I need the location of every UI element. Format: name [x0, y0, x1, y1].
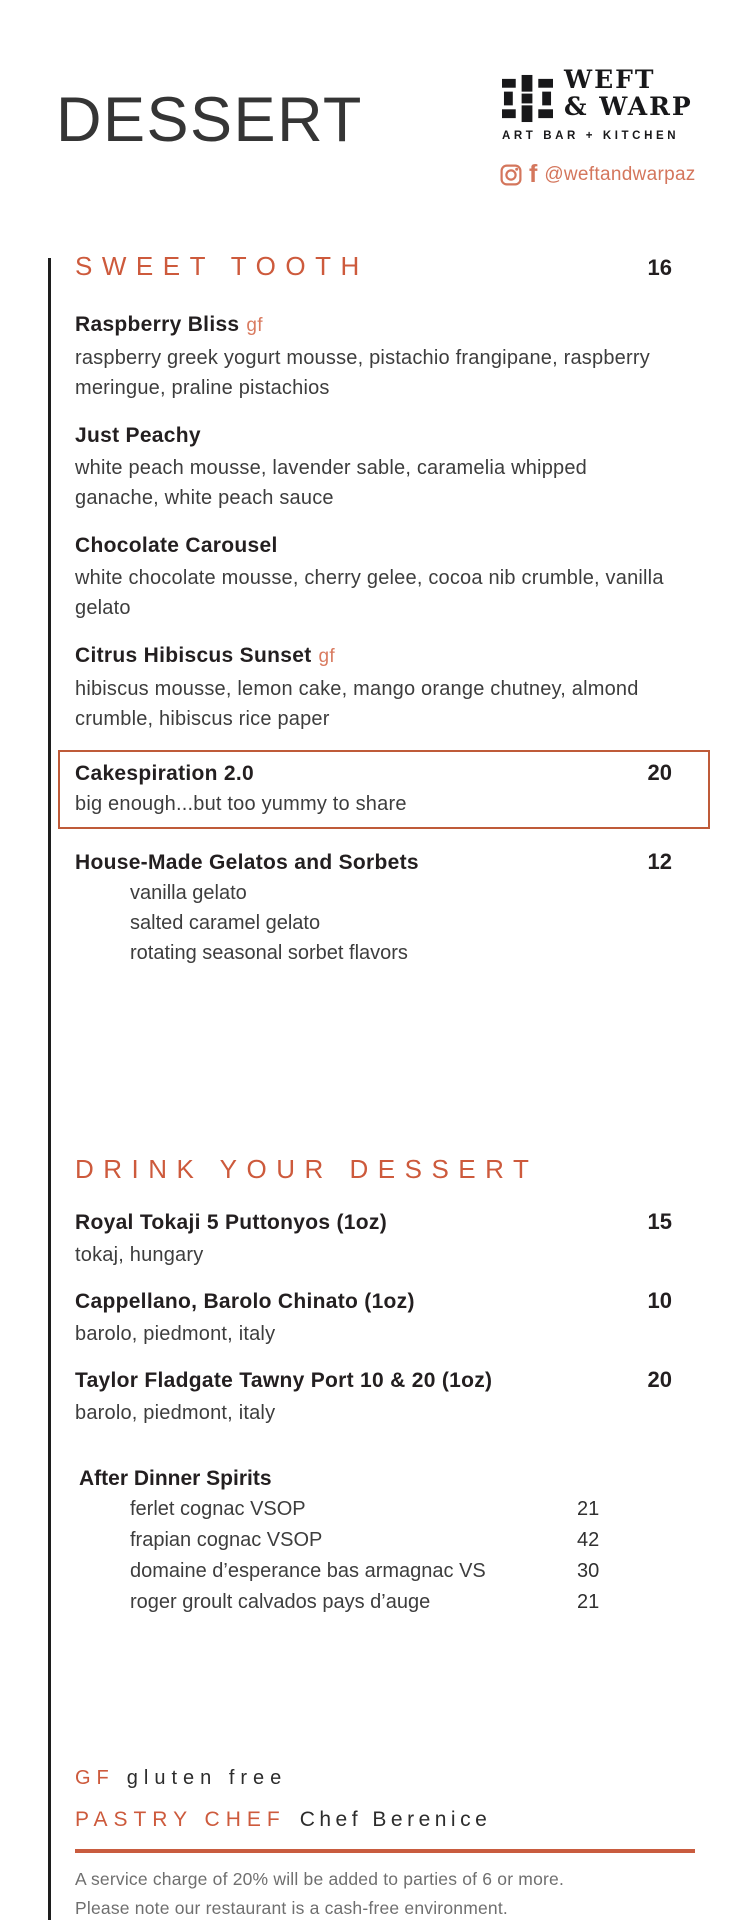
social-handle: @weftandwarpaz — [544, 164, 696, 185]
service-charge-note: A service charge of 20% will be added to… — [75, 1869, 565, 1889]
item-name: Cakespiration 2.0 — [75, 762, 255, 785]
menu-item-citrus-hibiscus-sunset: Citrus Hibiscus Sunset gf hibiscus mousse… — [75, 641, 672, 734]
weave-logo-icon — [502, 74, 553, 123]
item-name-row: House-Made Gelatos and Sorbets 12 — [75, 847, 672, 878]
table-row: domaine d’esperance bas armagnac VS 30 — [75, 1556, 672, 1587]
menu-item-cappellano-barolo: Cappellano, Barolo Chinato (1oz) 10 baro… — [75, 1286, 672, 1349]
pastry-chef-label: PASTRY CHEF — [75, 1808, 286, 1831]
section-drink-your-dessert: DRINK YOUR DESSERT Royal Tokaji 5 Putton… — [75, 1153, 672, 1618]
gluten-free-legend: GF gluten free — [75, 1763, 672, 1793]
footer-notes: A service charge of 20% will be added to… — [75, 1865, 672, 1920]
item-name: Cappellano, Barolo Chinato (1oz) — [75, 1290, 415, 1313]
item-description: hibiscus mousse, lemon cake, mango orang… — [75, 678, 639, 730]
section-sweet-tooth: SWEET TOOTH 16 Raspberry Bliss gf raspber… — [58, 250, 710, 968]
spirit-price: 30 — [577, 1560, 600, 1582]
sweet-tooth-heading-row: SWEET TOOTH 16 — [75, 250, 672, 284]
menu-content: SWEET TOOTH 16 Raspberry Bliss gf raspber… — [58, 250, 710, 1920]
gf-tag: gf — [246, 315, 263, 336]
after-dinner-spirits: After Dinner Spirits ferlet cognac VSOP … — [75, 1464, 672, 1618]
item-price: 15 — [647, 1209, 672, 1234]
table-row: frapian cognac VSOP 42 — [75, 1525, 672, 1556]
item-name: Citrus Hibiscus Sunset gf — [75, 641, 335, 672]
menu-item-taylor-fladgate-port: Taylor Fladgate Tawny Port 10 & 20 (1oz)… — [75, 1365, 672, 1428]
gf-tag: gf — [318, 646, 335, 667]
page-title: DESSERT — [56, 85, 363, 155]
item-description: white peach mousse, lavender sable, cara… — [75, 457, 587, 509]
list-item: rotating seasonal sorbet flavors — [130, 942, 408, 964]
item-name: Just Peachy — [75, 424, 201, 447]
drinks-heading: DRINK YOUR DESSERT — [75, 1154, 539, 1184]
sweet-tooth-price: 16 — [647, 255, 672, 280]
item-description: white chocolate mousse, cherry gelee, co… — [75, 567, 664, 619]
item-description: tokaj, hungary — [75, 1244, 204, 1266]
item-name-text: Raspberry Bliss — [75, 313, 240, 336]
gelato-flavor-list: vanilla gelato salted caramel gelato rot… — [75, 878, 672, 968]
left-vertical-rule — [48, 258, 51, 1920]
pastry-chef-name: Chef Berenice — [299, 1808, 492, 1831]
menu-item-royal-tokaji: Royal Tokaji 5 Puttonyos (1oz) 15 tokaj,… — [75, 1207, 672, 1270]
table-row: ferlet cognac VSOP 21 — [75, 1494, 672, 1525]
spirit-price: 21 — [577, 1591, 600, 1613]
brand-name-line1: WEFT — [564, 65, 656, 94]
item-name: Royal Tokaji 5 Puttonyos (1oz) — [75, 1211, 387, 1234]
spirit-name: domaine d’esperance bas armagnac VS — [130, 1560, 486, 1582]
table-row: roger groult calvados pays d’auge 21 — [75, 1587, 672, 1618]
facebook-icon: f — [529, 160, 538, 188]
gf-abbreviation: GF — [75, 1767, 115, 1789]
social-row: f @weftandwarpaz — [500, 160, 696, 188]
item-description: barolo, piedmont, italy — [75, 1323, 276, 1345]
item-price: 20 — [647, 760, 672, 785]
gf-meaning: gluten free — [126, 1767, 288, 1789]
item-price: 12 — [647, 849, 672, 874]
brand-logo: WEFT & WARP ART BAR + KITCHEN — [502, 66, 702, 142]
item-price: 20 — [647, 1367, 672, 1392]
item-name-row: Raspberry Bliss gf — [75, 310, 672, 341]
item-name-row: Citrus Hibiscus Sunset gf — [75, 641, 672, 672]
item-name: Taylor Fladgate Tawny Port 10 & 20 (1oz) — [75, 1369, 493, 1392]
menu-item-chocolate-carousel: Chocolate Carousel white chocolate mouss… — [75, 531, 672, 623]
drinks-heading-row: DRINK YOUR DESSERT — [75, 1153, 672, 1185]
cash-free-note: Please note our restaurant is a cash-fre… — [75, 1898, 508, 1918]
item-name: Chocolate Carousel — [75, 534, 278, 557]
menu-item-just-peachy: Just Peachy white peach mousse, lavender… — [75, 421, 672, 513]
item-name-row: Cakespiration 2.0 20 — [75, 758, 672, 789]
item-name-row: Chocolate Carousel — [75, 531, 672, 561]
spirit-name: roger groult calvados pays d’auge — [130, 1591, 431, 1613]
item-name-row: Royal Tokaji 5 Puttonyos (1oz) 15 — [75, 1207, 672, 1238]
sweet-tooth-heading: SWEET TOOTH — [75, 251, 369, 281]
item-description: raspberry greek yogurt mousse, pistachio… — [75, 347, 650, 399]
brand-name: WEFT & WARP — [564, 66, 693, 120]
item-name-row: Taylor Fladgate Tawny Port 10 & 20 (1oz)… — [75, 1365, 672, 1396]
item-description: barolo, piedmont, italy — [75, 1402, 276, 1424]
spirit-name: ferlet cognac VSOP — [130, 1498, 306, 1520]
item-name-row: Cappellano, Barolo Chinato (1oz) 10 — [75, 1286, 672, 1317]
list-item: vanilla gelato — [130, 882, 247, 904]
spirit-price: 21 — [577, 1498, 600, 1520]
pastry-chef-line: PASTRY CHEF Chef Berenice — [75, 1805, 672, 1835]
spirit-price: 42 — [577, 1529, 600, 1551]
brand-tagline: ART BAR + KITCHEN — [502, 130, 680, 142]
item-name: Raspberry Bliss gf — [75, 310, 263, 341]
list-item: salted caramel gelato — [130, 912, 321, 934]
item-price: 10 — [647, 1288, 672, 1313]
footer-divider — [75, 1849, 695, 1853]
instagram-icon — [500, 164, 522, 186]
spirits-heading: After Dinner Spirits — [79, 1467, 272, 1490]
item-name-text: Citrus Hibiscus Sunset — [75, 644, 312, 667]
spirit-name: frapian cognac VSOP — [130, 1529, 323, 1551]
brand-name-line2: & WARP — [564, 92, 693, 121]
menu-footer: GF gluten free PASTRY CHEF Chef Berenice A… — [75, 1763, 695, 1920]
item-name: House-Made Gelatos and Sorbets — [75, 851, 419, 874]
menu-item-raspberry-bliss: Raspberry Bliss gf raspberry greek yogurt… — [75, 310, 672, 403]
menu-item-gelatos-sorbets: House-Made Gelatos and Sorbets 12 vanill… — [75, 847, 672, 968]
menu-item-cakespiration-box: Cakespiration 2.0 20 big enough...but to… — [58, 750, 710, 829]
brand-logo-top: WEFT & WARP — [502, 66, 702, 123]
item-description: big enough...but too yummy to share — [75, 793, 407, 815]
item-name-row: Just Peachy — [75, 421, 672, 451]
